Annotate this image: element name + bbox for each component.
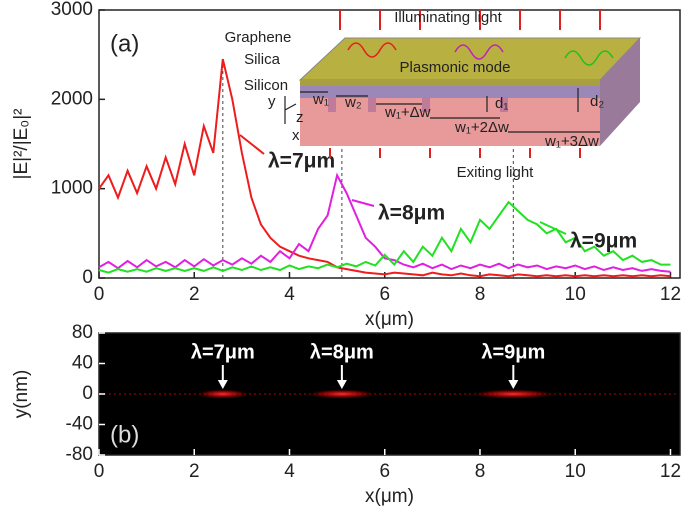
arrow-head bbox=[508, 380, 519, 389]
x-tick-label: 12 bbox=[660, 461, 681, 482]
series-label: λ=8μm bbox=[378, 202, 445, 225]
inset-label: z bbox=[296, 109, 304, 126]
x-tick-label: 0 bbox=[94, 284, 105, 305]
annotation-label: λ=7μm bbox=[191, 341, 255, 363]
panel-label: (b) bbox=[110, 421, 139, 448]
annotation-arrow bbox=[539, 221, 567, 235]
inset-label: w₁+Δw bbox=[384, 104, 431, 121]
inset-diagram: Illuminating light Graphene Silica Silicon P… bbox=[225, 9, 642, 181]
y-tick-label: 40 bbox=[72, 353, 93, 374]
annotation-label: λ=9μm bbox=[481, 341, 545, 363]
y-tick-label: 0 bbox=[82, 267, 93, 288]
line-series bbox=[98, 200, 671, 274]
x-tick-label: 8 bbox=[475, 461, 486, 482]
wave bbox=[564, 50, 614, 66]
y-tick-label: 2000 bbox=[51, 88, 93, 109]
x-tick-label: 4 bbox=[284, 284, 295, 305]
inset-label: w₁ bbox=[312, 91, 329, 108]
y-axis-label: y(nm) bbox=[11, 370, 32, 419]
annotation-arrow bbox=[239, 134, 265, 155]
x-axis-label: x(μm) bbox=[365, 309, 414, 330]
inset-label: w₁+3Δw bbox=[544, 133, 599, 150]
series-label: λ=9μm bbox=[570, 230, 637, 253]
x-tick-label: 6 bbox=[379, 461, 390, 482]
y-tick-label: 3000 bbox=[51, 0, 93, 20]
inset-label: y bbox=[268, 93, 276, 110]
dimension-lines bbox=[284, 88, 600, 133]
inset-label: w₁+2Δw bbox=[454, 119, 509, 136]
series-label: λ=7μm bbox=[268, 150, 335, 173]
line-series bbox=[98, 58, 671, 278]
field-glow bbox=[469, 389, 558, 399]
inset-label: d₁ bbox=[495, 95, 508, 112]
inset-label: Plasmonic mode bbox=[400, 59, 511, 76]
inset-label: Graphene bbox=[225, 29, 292, 46]
y-tick-label: -40 bbox=[66, 414, 93, 435]
side-face bbox=[600, 38, 640, 146]
x-axis-label: x(μm) bbox=[365, 486, 414, 507]
inset-label: Silica bbox=[244, 51, 281, 68]
x-tick-label: 6 bbox=[379, 284, 390, 305]
x-tick-label: 0 bbox=[94, 461, 105, 482]
wave bbox=[454, 44, 504, 60]
silicon-layer bbox=[300, 98, 600, 146]
inset-label: d₂ bbox=[590, 93, 604, 110]
y-tick-label: 80 bbox=[72, 322, 93, 343]
line-series bbox=[98, 172, 671, 273]
graphene-layer bbox=[300, 80, 600, 86]
x-tick-label: 4 bbox=[284, 461, 295, 482]
x-tick-label: 2 bbox=[189, 284, 200, 305]
inset-label: x bbox=[292, 127, 300, 144]
field-glow bbox=[194, 389, 251, 399]
x-tick-label: 2 bbox=[189, 461, 200, 482]
inset-label: Exiting light bbox=[457, 164, 535, 181]
x-tick-label: 12 bbox=[660, 284, 681, 305]
x-tick-label: 8 bbox=[475, 284, 486, 305]
arrow-head bbox=[336, 380, 347, 389]
wave bbox=[347, 42, 397, 58]
arrow-head bbox=[217, 380, 228, 389]
inset-label: w₂ bbox=[344, 94, 362, 111]
y-axis-label: |E|²/|E₀|² bbox=[11, 109, 32, 180]
plot-frame bbox=[98, 9, 681, 279]
grating-grooves bbox=[328, 98, 508, 112]
annotation-arrow bbox=[351, 199, 375, 207]
silica-layer bbox=[300, 86, 600, 98]
light-arrows bbox=[329, 10, 601, 158]
inset-label: Illuminating light bbox=[394, 9, 502, 26]
y-tick-label: -80 bbox=[66, 444, 93, 465]
x-tick-label: 10 bbox=[565, 284, 586, 305]
y-tick-label: 1000 bbox=[51, 178, 93, 199]
y-tick-label: 0 bbox=[82, 383, 93, 404]
x-tick-label: 10 bbox=[565, 461, 586, 482]
inset-label: Silicon bbox=[244, 77, 288, 94]
annotation-label: λ=8μm bbox=[310, 341, 374, 363]
panel-label: (a) bbox=[110, 30, 139, 57]
field-glow bbox=[305, 389, 378, 399]
